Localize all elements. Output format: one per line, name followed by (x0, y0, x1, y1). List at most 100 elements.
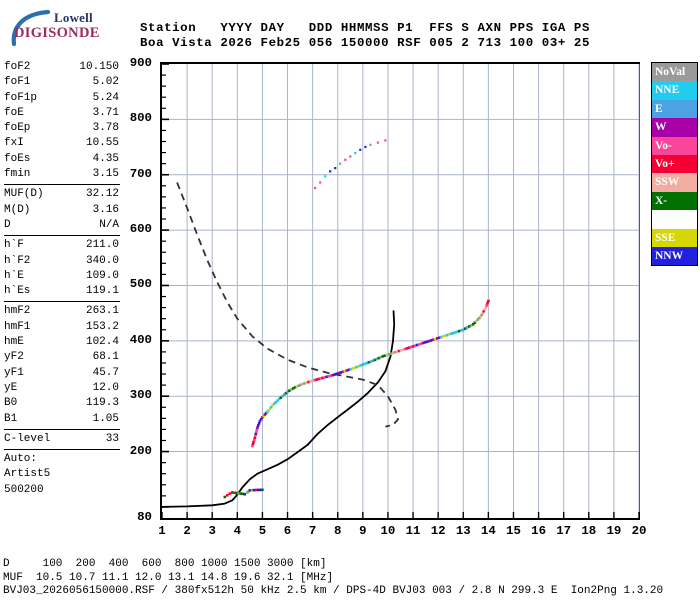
data-point (290, 388, 293, 391)
legend-item-noval[interactable]: NoVal (652, 63, 697, 82)
data-point (257, 422, 261, 425)
data-point (252, 488, 256, 492)
data-point (239, 492, 242, 495)
data-point (253, 438, 256, 442)
data-point (314, 186, 317, 190)
data-point (455, 330, 459, 333)
data-point (255, 430, 258, 433)
legend-item-nne[interactable]: NNE (652, 81, 697, 100)
param-key: fmin (4, 168, 31, 181)
data-point (341, 370, 345, 374)
data-point (276, 399, 279, 402)
data-point (255, 428, 259, 431)
data-point (354, 152, 357, 155)
param-row: fmin 3.15 (2, 167, 122, 182)
param-key: h`E (4, 269, 24, 282)
param-key: yF1 (4, 366, 24, 379)
param-group-muf: MUF(D) 32.12 M(D) 3.16 D N/A (2, 187, 122, 233)
param-value: 3.15 (92, 168, 119, 181)
y-tick-label: 300 (129, 388, 152, 403)
data-point (445, 333, 449, 337)
legend-item-w[interactable]: W (652, 118, 697, 137)
data-point (344, 158, 347, 161)
data-point (409, 345, 413, 349)
x-tick-label: 2 (183, 524, 191, 538)
footer-distance-row: D 100 200 400 600 800 1000 1500 3000 [km… (3, 558, 327, 570)
data-point (468, 325, 471, 328)
plot-frame (160, 62, 640, 520)
data-point (258, 419, 262, 423)
divider (4, 428, 120, 430)
data-point (364, 145, 367, 149)
data-point (235, 491, 238, 495)
legend-item-sse[interactable]: SSE (652, 228, 697, 247)
data-point (256, 424, 260, 427)
param-key: foEs (4, 152, 31, 165)
series-sporadic-e-low[interactable] (223, 488, 264, 499)
divider (4, 449, 120, 451)
param-key: D (4, 218, 11, 231)
data-point (397, 349, 401, 353)
data-point (482, 309, 486, 313)
data-point (321, 376, 324, 380)
data-point (347, 368, 351, 372)
data-point (281, 394, 284, 398)
data-point (329, 170, 332, 173)
legend-item-e[interactable]: E (652, 99, 697, 119)
legend-item-vo-[interactable]: Vo+ (652, 154, 697, 174)
param-row: B1 1.05 (2, 412, 122, 427)
x-axis-labels: 1 2 3 4 5 6 7 8 9 10 11 12 13 14 15 16 17 18 19 20 (158, 524, 652, 542)
data-point (262, 414, 265, 418)
x-tick-label: 12 (430, 524, 446, 538)
y-tick-label: 600 (129, 222, 152, 237)
data-point (377, 356, 381, 360)
data-point (357, 364, 361, 368)
param-key: hmF1 (4, 320, 31, 333)
legend-item-ssw[interactable]: SSW (652, 173, 697, 192)
data-point (286, 390, 289, 394)
param-key: M(D) (4, 203, 31, 216)
data-point (313, 378, 316, 382)
legend-item-nnw[interactable]: NNW (652, 246, 697, 266)
data-point (439, 335, 443, 339)
series-profile-solid (161, 310, 396, 508)
station-header-line2: Boa Vista 2026 Feb25 056 150000 RSF 005 … (140, 36, 590, 50)
data-point (269, 405, 273, 409)
x-tick-label: 5 (258, 524, 267, 538)
data-point (478, 316, 481, 320)
data-point (487, 299, 490, 303)
data-point (282, 393, 286, 396)
param-key: foF1p (4, 91, 38, 104)
ionogram-plot[interactable] (160, 62, 640, 520)
data-point (391, 351, 395, 355)
series-o-trace-main[interactable] (251, 299, 490, 448)
param-value: 45.7 (92, 366, 119, 379)
data-point (261, 488, 264, 492)
legend-item-vo-[interactable]: Vo- (652, 136, 697, 155)
plot-canvas[interactable] (160, 62, 640, 520)
data-point (484, 306, 488, 309)
param-row: B0 119.3 (2, 396, 122, 411)
auto-scaling-info: Auto: Artist5 500200 (2, 452, 122, 498)
data-point (343, 369, 347, 373)
param-value: 12.0 (92, 381, 119, 394)
polarization-legend[interactable]: NoVal NNE E W Vo- Vo+ SSW X- X+ SSE NNW (651, 62, 698, 267)
station-header: Station YYYY DAY DDD HHMMSS P1 FFS S AXN… (140, 21, 590, 51)
param-key: yE (4, 381, 18, 394)
param-value: 119.3 (85, 397, 119, 410)
series-upper-sparse-trace[interactable] (314, 139, 387, 190)
legend-item-x-[interactable]: X+ (655, 213, 670, 226)
data-point (272, 402, 276, 406)
x-tick-label: 11 (405, 524, 421, 538)
param-row: hmF1 153.2 (2, 320, 122, 335)
param-row: h`F2 340.0 (2, 254, 122, 269)
legend-item-x-[interactable]: X- (652, 191, 697, 211)
auto-software: Artist5 (4, 468, 51, 481)
data-point (231, 491, 234, 494)
divider (4, 235, 120, 237)
data-point (481, 311, 485, 315)
data-point (264, 411, 268, 415)
y-tick-label: 200 (129, 443, 152, 458)
data-point (473, 321, 477, 324)
data-point (226, 494, 229, 497)
